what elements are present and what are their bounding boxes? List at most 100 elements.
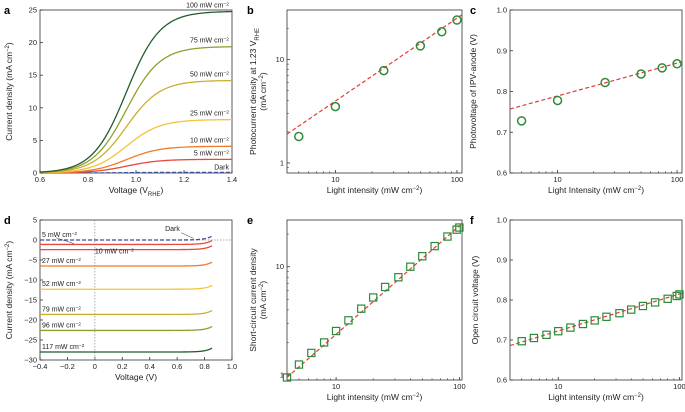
y-tick-label-part: 0.9 <box>497 256 507 265</box>
x-tick-label-part: 0.2 <box>117 362 127 371</box>
data-point <box>636 69 646 79</box>
y-tick-label: 5 <box>33 136 37 145</box>
data-point <box>430 241 439 251</box>
x-tick-label-part: 1.0 <box>131 175 141 184</box>
x-tick-label-part: 100 <box>673 382 685 391</box>
series-label-part: −2 <box>72 230 78 236</box>
data-point <box>294 131 304 142</box>
series-label-part: 100 mW cm <box>186 2 224 9</box>
series-label-part: −2 <box>223 36 229 42</box>
y-tick-label: 0.9 <box>497 46 507 55</box>
x-tick-label: 100 <box>451 175 464 184</box>
y-tick-label-part: 25 <box>29 6 37 15</box>
series-label: 5 mW cm−2 <box>42 230 77 239</box>
y-tick-label: 25 <box>29 6 37 15</box>
x-axis-label: Voltage (VRHE) <box>109 185 164 198</box>
series-label-part: 25 mW cm <box>190 111 224 118</box>
series-line-2 <box>40 245 213 251</box>
leader-line <box>181 232 194 239</box>
x-tick-label-part: 10 <box>554 382 562 391</box>
series-label: 50 mW cm−2 <box>190 70 229 79</box>
data-point <box>294 360 304 369</box>
y-tick-label: 0.8 <box>497 87 507 96</box>
y-axis-label: Current density (mA cm−2) <box>4 42 14 141</box>
panel-label-part: b <box>247 5 254 17</box>
panel-label: b <box>247 5 254 17</box>
series-label-part: 5 mW cm <box>194 150 224 157</box>
panel-label: a <box>4 5 11 17</box>
y-tick-label: 1.0 <box>497 6 507 15</box>
y-axis-label-line2-part: −2 <box>259 284 265 291</box>
data-point <box>452 15 462 25</box>
series-label-part: −2 <box>223 1 229 7</box>
x-axis-label-part: Voltage (V) <box>115 372 157 382</box>
series-label-part: 79 mW cm <box>42 306 76 313</box>
panel-label-part: a <box>4 5 11 17</box>
data-point <box>418 252 427 261</box>
series-line-5 <box>40 309 213 316</box>
data-point <box>330 101 341 112</box>
series-label-part: 10 mW cm <box>190 137 224 144</box>
y-tick-label: 10 <box>276 262 284 271</box>
data-point <box>379 65 389 76</box>
leader-line <box>55 237 75 244</box>
y-tick-label-part: 15 <box>29 71 37 80</box>
y-axis-label-part: Open circuit voltage (V) <box>470 255 480 344</box>
x-tick-label-part: 1.2 <box>179 175 189 184</box>
data-point <box>578 319 588 329</box>
data-point <box>663 294 672 304</box>
y-tick-label: −15 <box>24 296 37 305</box>
x-tick-label-part: 0 <box>93 362 97 371</box>
series-label: 5 mW cm−2 <box>194 149 229 158</box>
x-axis-label-part: ) <box>419 392 422 402</box>
x-axis-label-part: −2 <box>413 393 420 399</box>
x-tick-label-part: 0.8 <box>199 362 209 371</box>
y-tick-label: 0.9 <box>497 256 507 265</box>
panel-label-part: c <box>470 5 476 17</box>
x-tick-label-part: 0.8 <box>83 175 93 184</box>
fit-line <box>286 14 463 135</box>
y-tick-label-part: 1.0 <box>497 216 507 225</box>
x-tick-label-part: 1.4 <box>227 175 237 184</box>
y-axis-label-part: RHE <box>255 28 261 41</box>
series-line-4 <box>40 79 232 173</box>
y-tick-label: 20 <box>29 38 37 47</box>
x-axis-label: Light Intensity (mW cm−2) <box>548 185 644 195</box>
data-point <box>675 290 684 299</box>
plot-frame <box>286 219 463 381</box>
x-tick-label-part: 10 <box>553 175 561 184</box>
y-tick-label-part: −30 <box>24 356 37 365</box>
panel-a: a 0.6 0.8 1.0 1.2 1.4 0 5 10 15 20 25 Voltage (VRHE)… <box>4 1 237 198</box>
panel-label: c <box>470 5 476 17</box>
y-axis-label-line2-part: ) <box>258 72 268 75</box>
data-point <box>615 309 624 318</box>
panel-f: f 10 100 0.6 0.7 0.8 0.9 1.0 Light intensity (mW… <box>470 215 685 402</box>
x-tick-label: 1.2 <box>179 175 189 184</box>
series-label: 75 mW cm−2 <box>190 36 229 45</box>
y-tick-label-part: 0.8 <box>497 296 507 305</box>
y-axis-label-line2-part: (mA cm <box>258 82 268 111</box>
x-tick-label: −0.2 <box>60 362 75 371</box>
series-line-4 <box>40 284 213 290</box>
y-tick-label-part: −10 <box>24 276 37 285</box>
y-axis-label: Short-circuit current density <box>248 248 258 352</box>
data-point <box>443 232 452 241</box>
y-axis-label-part: Photovoltage of IPV-anode (V) <box>468 34 478 149</box>
y-axis-label-line2-part: ) <box>258 281 268 284</box>
series-label: 52 mW cm−2 <box>42 280 81 289</box>
y-tick-label-part: 0.9 <box>497 46 507 55</box>
data-point <box>331 326 341 336</box>
y-tick-label: 5 <box>33 216 37 225</box>
data-point <box>380 282 390 292</box>
y-tick-label-part: 0.6 <box>497 376 507 385</box>
series-label-part: −2 <box>223 136 229 142</box>
y-axis-label-part: Short-circuit current density <box>248 248 258 352</box>
series-label: 27 mW cm−2 <box>42 257 81 266</box>
data-point <box>344 316 353 325</box>
data-point <box>319 338 329 347</box>
series-label: 96 mW cm−2 <box>42 321 81 330</box>
data-point <box>554 327 563 336</box>
x-tick-label-part: 1.0 <box>227 362 237 371</box>
